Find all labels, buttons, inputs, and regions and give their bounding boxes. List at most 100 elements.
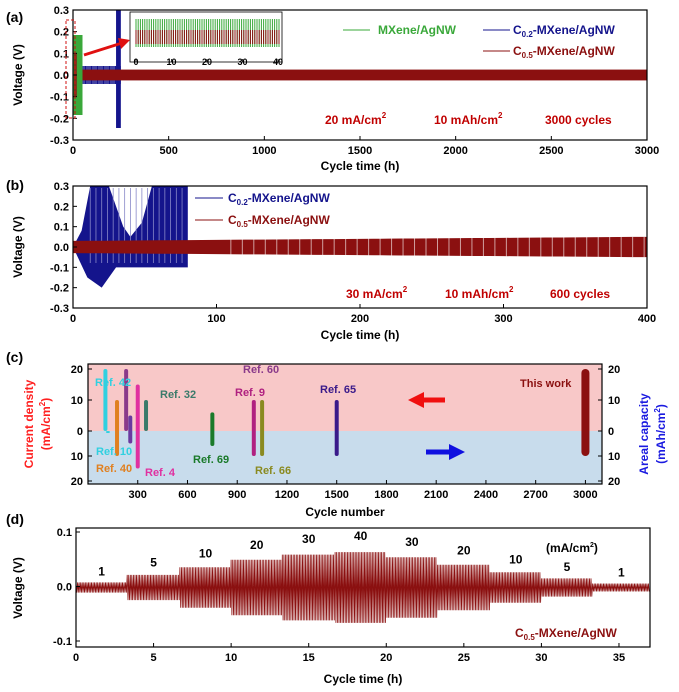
panel-c-right-tick-label: 10 [608, 451, 620, 463]
panel-c-frame [87, 363, 603, 485]
panel-d-y-tick-label: 0.0 [57, 582, 72, 594]
zoom-arrow [83, 38, 130, 57]
panel-c-x-tick-label: 2700 [523, 489, 547, 501]
series-c05-trace [76, 69, 648, 81]
panel-a-x-tick-label: 2000 [443, 145, 467, 157]
bar-ref-69 [210, 412, 215, 446]
bar-ref-66 [260, 400, 265, 456]
panel-b-y-ticks: -0.3 -0.2 -0.1 0.0 0.1 0.2 0.3 [50, 181, 77, 315]
panel-a-label: (a) [6, 9, 23, 25]
panel-c-left-tick-label: 0 [77, 426, 83, 438]
panel-a-inset: 0 10 20 30 40 [129, 11, 283, 67]
ref-label-this-work: This work [520, 378, 572, 390]
inset-c05-trace [135, 30, 280, 44]
panel-d-unit-label: (mA/cm2) [546, 541, 598, 555]
inset-tick-label: 40 [273, 57, 283, 67]
current-step-label: 5 [564, 560, 571, 574]
panel-a-current-density-annotation: 20 mA/cm2 [325, 111, 387, 127]
panel-a-legend: MXene/AgNW C0.2-MXene/AgNW C0.5-MXene/Ag… [343, 23, 615, 60]
panel-a-capacity-annotation: 10 mAh/cm2 [434, 111, 503, 127]
panel-a-x-axis-title: Cycle time (h) [321, 159, 400, 173]
ref-label-ref-4: Ref. 4 [145, 467, 176, 479]
bar-ref-9 [251, 400, 256, 456]
panel-c-x-axis-title: Cycle number [305, 505, 385, 519]
panel-a-y-tick-label: -0.1 [50, 92, 69, 104]
panel-d-x-tick-label: 35 [613, 652, 625, 664]
panel-c-right-tick-label: 20 [608, 476, 620, 488]
panel-b-x-tick-label: 400 [638, 313, 656, 325]
panel-c-bars: Ref. 42 Ref. 10 Ref. 40 Ref. 60 Ref. 4 Ref. 3… [95, 364, 590, 479]
panel-b-x-tick-label: 300 [494, 313, 512, 325]
legend-b-c05-mxene-agnw: C0.5-MXene/AgNW [228, 213, 330, 229]
current-step-label: 40 [354, 529, 368, 543]
panel-b-y-tick-label: 0.1 [54, 222, 69, 234]
panel-b-capacity-annotation: 10 mAh/cm2 [445, 285, 514, 301]
panel-a-y-axis-title: Voltage (V) [11, 44, 25, 106]
panel-c-left-axis-unit: (mA/cm2) [38, 398, 53, 450]
current-step-label: 20 [457, 544, 471, 558]
panel-b-y-tick-label: -0.2 [50, 283, 69, 295]
panel-a-x-ticks: 0 500 1000 1500 2000 2500 3000 [70, 136, 659, 157]
current-step-label: 30 [302, 532, 316, 546]
inset-tick-label: 0 [133, 57, 138, 67]
panel-c-x-ticks: 300 600 900 1200 1500 1800 2100 2400 2700 3000 [129, 480, 598, 501]
panel-b-y-tick-label: 0.2 [54, 201, 69, 213]
panel-c-x-tick-label: 3000 [573, 489, 597, 501]
panel-d-step-labels: 1 5 10 20 30 40 30 20 10 5 1 [98, 529, 625, 580]
panel-b-x-tick-label: 0 [70, 313, 76, 325]
panel-d-x-tick-label: 20 [380, 652, 392, 664]
panel-b: (b) Voltage (V) Cycle time (h) 0 100 200 30… [6, 177, 656, 342]
panel-c-x-tick-label: 300 [129, 489, 147, 501]
panel-b-legend: C0.2-MXene/AgNW C0.5-MXene/AgNW [195, 191, 330, 229]
legend-c05-mxene-agnw: C0.5-MXene/AgNW [513, 44, 615, 60]
panel-a-y-tick-label: -0.3 [50, 135, 69, 147]
panel-b-y-axis-title: Voltage (V) [11, 216, 25, 278]
inset-x-ticks: 0 10 20 30 40 [133, 57, 283, 67]
ref-label-ref-42: Ref. 42 [95, 377, 131, 389]
panel-c-right-tick-label: 10 [608, 395, 620, 407]
panel-c-x-tick-label: 600 [178, 489, 196, 501]
current-step-label: 1 [98, 565, 105, 579]
panel-a-x-tick-label: 1500 [348, 145, 372, 157]
panel-c-left-tick-label: 10 [71, 395, 83, 407]
panel-a-y-tick-label: 0.2 [54, 27, 69, 39]
panel-b-label: (b) [6, 177, 24, 193]
panel-d-label: (d) [6, 511, 24, 527]
left-arrow [408, 392, 445, 408]
panel-a-y-tick-label: 0.1 [54, 48, 69, 60]
inset-tick-label: 20 [202, 57, 212, 67]
panel-a-x-tick-label: 0 [70, 145, 76, 157]
bar-ref-65 [334, 400, 339, 456]
panel-c-left-axis-title: Current density [22, 379, 36, 468]
bar-this-work [581, 369, 590, 456]
ref-label-ref-10: Ref. 10 [96, 446, 132, 458]
ref-label-ref-65: Ref. 65 [320, 384, 356, 396]
panel-b-x-tick-label: 200 [351, 313, 369, 325]
panel-c-x-tick-label: 2400 [474, 489, 498, 501]
panel-c-x-tick-label: 900 [228, 489, 246, 501]
bar-ref-32 [144, 400, 149, 431]
panel-c-x-tick-label: 1500 [324, 489, 348, 501]
panel-b-current-density-annotation: 30 mA/cm2 [346, 285, 408, 301]
inset-tick-label: 30 [237, 57, 247, 67]
bar-ref-10 [105, 431, 110, 433]
legend-b-c02-mxene-agnw: C0.2-MXene/AgNW [228, 191, 330, 207]
panel-d-x-tick-label: 25 [458, 652, 470, 664]
right-arrow [426, 444, 465, 460]
ref-label-ref-69: Ref. 69 [193, 454, 229, 466]
inset-traces [135, 19, 280, 47]
current-density-region [88, 364, 602, 431]
current-step-label: 30 [405, 535, 419, 549]
panel-a-y-ticks: -0.3 -0.2 -0.1 0.0 0.1 0.2 0.3 [50, 5, 77, 147]
current-step-label: 1 [618, 566, 625, 580]
current-step-label: 10 [509, 553, 523, 567]
panel-a-x-tick-label: 1000 [252, 145, 276, 157]
panel-b-cycles-annotation: 600 cycles [550, 287, 610, 301]
panel-b-y-tick-label: -0.3 [50, 303, 69, 315]
panel-a: (a) Voltage (V) Cycle time (h) 0 500 1000 1… [6, 5, 659, 173]
panel-c-y-ticks: 20 10 0 10 20 20 10 0 10 20 [71, 364, 621, 488]
panel-a-y-tick-label: 0.3 [54, 5, 69, 17]
panel-c-right-tick-label: 20 [608, 364, 620, 376]
panel-a-y-tick-label: -0.2 [50, 113, 69, 125]
